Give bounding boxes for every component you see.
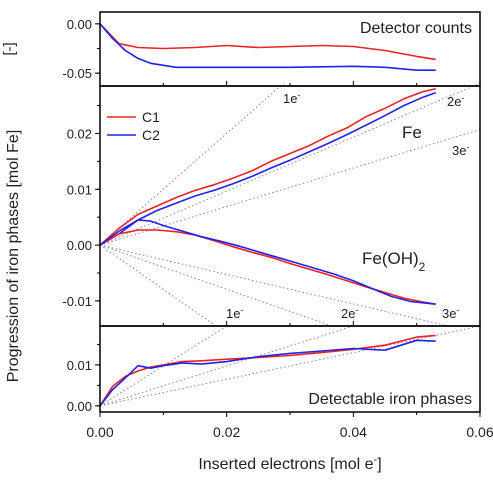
text-layer: Detector counts [-] Fe Fe(OH)2 1e- 2e- 3… bbox=[1, 20, 472, 473]
series-line-c2 bbox=[99, 91, 436, 246]
guide-line bbox=[99, 82, 284, 246]
series-line-c2 bbox=[99, 339, 436, 407]
series-line-c1 bbox=[99, 334, 436, 407]
x-tick-label: 0.02 bbox=[213, 424, 240, 440]
top-panel-annotation: Detector counts bbox=[360, 20, 472, 37]
guide-line bbox=[99, 325, 354, 407]
y-tick-label: -0.05 bbox=[62, 66, 92, 81]
bottom-panel-annotation: Detectable iron phases bbox=[308, 391, 472, 408]
y-tick-label: 0.01 bbox=[67, 182, 92, 197]
legend-label-c1: C1 bbox=[142, 109, 160, 125]
y-tick-label: -0.01 bbox=[62, 294, 92, 309]
data-series-layer bbox=[99, 23, 436, 407]
guide-lines-layer bbox=[99, 82, 481, 407]
guide-label-2e-middle: 2e- bbox=[447, 93, 464, 109]
ticks-layer: 0.00 -0.05 0.02 0.01 0.00 -0.01 0.01 0.00 0.00 0.… bbox=[62, 17, 493, 440]
y-axis-label: Progression of iron phases [mol Fe] bbox=[5, 130, 22, 383]
guide-label-2e-lower: 2e- bbox=[341, 305, 358, 321]
guide-line bbox=[99, 325, 481, 407]
legend-label-c2: C2 bbox=[142, 127, 160, 143]
y-tick-label: 0.00 bbox=[67, 399, 92, 414]
x-axis-label: Inserted electrons [mol e-] bbox=[198, 454, 381, 473]
series-line-c1 bbox=[99, 23, 436, 61]
y-tick-label: 0.01 bbox=[67, 358, 92, 373]
guide-line bbox=[99, 244, 217, 327]
guide-line bbox=[99, 129, 481, 246]
legend: C1 C2 bbox=[107, 109, 160, 143]
x-tick-label: 0.00 bbox=[86, 424, 113, 440]
series-line-c1 bbox=[99, 88, 436, 246]
y-tick-label: 0.02 bbox=[67, 126, 92, 141]
guide-line bbox=[99, 244, 332, 327]
guide-line bbox=[99, 325, 227, 407]
guide-line bbox=[99, 82, 481, 246]
y-tick-label: 0.00 bbox=[67, 238, 92, 253]
x-tick-label: 0.04 bbox=[340, 424, 367, 440]
guide-label-1e-middle: 1e- bbox=[283, 90, 300, 106]
guide-label-1e-lower: 1e- bbox=[226, 305, 243, 321]
y-tick-label: 0.00 bbox=[67, 17, 92, 32]
guide-label-3e-middle: 3e- bbox=[452, 142, 469, 158]
label-feoh2: Fe(OH)2 bbox=[362, 249, 426, 274]
series-line-c1 bbox=[99, 229, 436, 305]
top-panel-ylabel: [-] bbox=[1, 42, 18, 55]
series-line-c2 bbox=[99, 219, 436, 305]
label-fe: Fe bbox=[402, 123, 422, 142]
series-line-c2 bbox=[99, 23, 436, 71]
panel-frames-layer bbox=[99, 11, 481, 413]
guide-label-3e-lower: 3e- bbox=[442, 305, 459, 321]
x-tick-label: 0.06 bbox=[466, 424, 493, 440]
